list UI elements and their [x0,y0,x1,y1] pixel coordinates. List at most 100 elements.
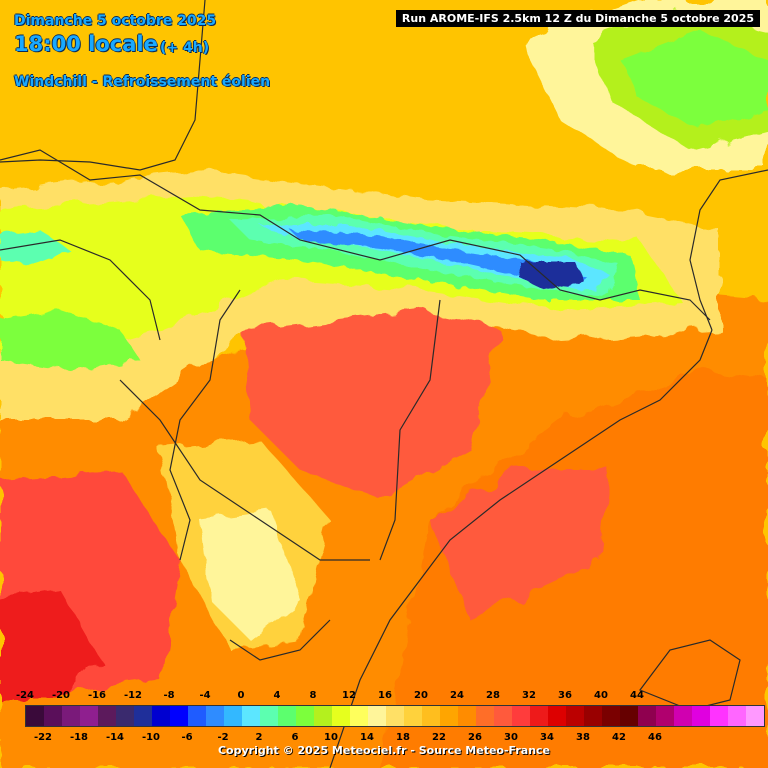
border-fr-es [0,149,711,321]
legend-swatches [25,705,765,727]
forecast-date: Dimanche 5 octobre 2025 [14,13,217,29]
forecast-time: 18:00 locale [14,32,158,56]
legend-tick-top: -16 [87,690,107,701]
legend-top-labels: -24 -20 -16 -12 -8 -4 0 4 8 12 16 20 24 28 32 36 40 44 [0,690,768,704]
legend-tick-bottom: 30 [504,732,518,743]
copyright-text: Copyright © 2025 Meteociel.fr - Source M… [217,744,551,757]
legend-swatch [206,706,224,726]
legend-swatch [746,706,764,726]
legend-tick-top: 36 [558,690,572,701]
parameter-title: Windchill - Refroissement éolien [14,74,271,90]
legend-tick-top: 28 [486,690,500,701]
legend-tick-bottom: -2 [217,732,229,743]
region-2 [169,289,241,561]
legend-swatch [62,706,80,726]
color-legend: -24 -20 -16 -12 -8 -4 0 4 8 12 16 20 24 28 32 36 40 44 -2… [0,688,768,768]
legend-tick-bottom: 10 [324,732,338,743]
legend-bottom-labels: -22 -18 -14 -10 -6 -2 2 6 10 14 18 22 26 30 34 38 42 46 [0,732,768,746]
region-5 [229,619,331,661]
legend-swatch [296,706,314,726]
legend-swatch [170,706,188,726]
legend-swatch [422,706,440,726]
legend-tick-bottom: -18 [69,732,89,743]
legend-tick-bottom: 22 [432,732,446,743]
legend-tick-top: -20 [51,690,71,701]
legend-tick-bottom: 42 [612,732,626,743]
legend-tick-top: -12 [123,690,143,701]
legend-swatch [710,706,728,726]
legend-swatch [278,706,296,726]
legend-swatch [728,706,746,726]
legend-tick-bottom: 26 [468,732,482,743]
legend-swatch [692,706,710,726]
legend-tick-bottom: -6 [181,732,193,743]
legend-swatch [602,706,620,726]
legend-swatch [440,706,458,726]
legend-tick-bottom: 46 [648,732,662,743]
legend-swatch [242,706,260,726]
legend-tick-bottom: 2 [255,732,263,743]
legend-swatch [368,706,386,726]
legend-tick-bottom: 34 [540,732,554,743]
legend-swatch [134,706,152,726]
legend-swatch [458,706,476,726]
northeast-green [620,30,768,130]
legend-tick-bottom: -14 [105,732,125,743]
legend-tick-top: 8 [309,690,317,701]
legend-swatch [584,706,602,726]
french-coast [0,0,206,171]
legend-swatch [530,706,548,726]
legend-swatch [548,706,566,726]
legend-tick-top: 0 [237,690,245,701]
legend-swatch [26,706,44,726]
legend-tick-top: 20 [414,690,428,701]
med-coast-fr [689,169,768,331]
legend-swatch [224,706,242,726]
legend-tick-bottom: -22 [33,732,53,743]
legend-tick-top: 12 [342,690,356,701]
legend-swatch [674,706,692,726]
legend-tick-bottom: 14 [360,732,374,743]
legend-swatch [386,706,404,726]
region-1 [379,299,441,561]
southwest-hot [0,590,100,700]
legend-swatch [656,706,674,726]
legend-tick-bottom: 6 [291,732,299,743]
interior-pale [200,510,300,640]
legend-tick-top: -4 [199,690,211,701]
pyr-blue [290,230,590,285]
legend-tick-bottom: 18 [396,732,410,743]
region-3 [0,239,161,341]
legend-swatch [620,706,638,726]
legend-tick-top: 44 [630,690,644,701]
legend-tick-bottom: 38 [576,732,590,743]
legend-swatch [494,706,512,726]
legend-swatch [350,706,368,726]
west-green [0,310,140,370]
legend-swatch [152,706,170,726]
legend-swatch [260,706,278,726]
legend-tick-top: 4 [273,690,281,701]
legend-tick-top: 32 [522,690,536,701]
legend-tick-bottom: -10 [141,732,161,743]
legend-swatch [116,706,134,726]
legend-swatch [188,706,206,726]
legend-swatch [638,706,656,726]
west-teal [0,230,70,265]
legend-tick-top: -8 [163,690,175,701]
legend-tick-top: 24 [450,690,464,701]
legend-swatch [512,706,530,726]
legend-tick-top: -24 [15,690,35,701]
region-4 [119,379,370,561]
legend-swatch [98,706,116,726]
legend-swatch [332,706,350,726]
catalan-coast [329,329,713,768]
legend-swatch [404,706,422,726]
sea-red [430,470,610,620]
legend-swatch [80,706,98,726]
legend-swatch [476,706,494,726]
pyrenees-cold [0,205,640,370]
